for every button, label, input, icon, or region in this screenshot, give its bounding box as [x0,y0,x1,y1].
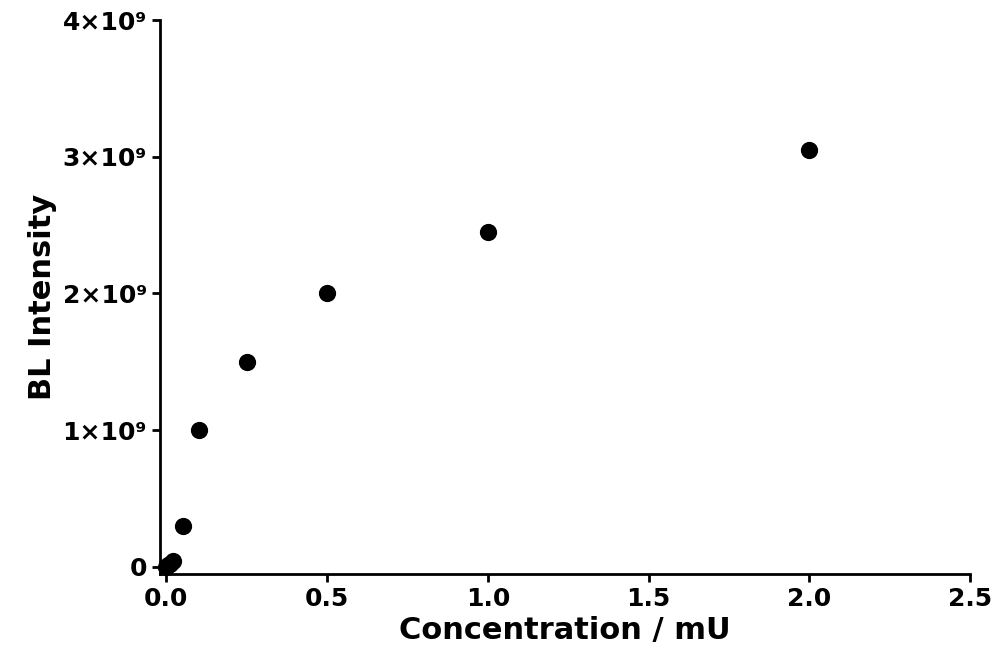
Point [801,145,817,155]
X-axis label: Concentration / mU: Concentration / mU [399,616,731,646]
Point [480,227,496,237]
Point [165,556,181,567]
Point [158,562,174,572]
Point [162,559,178,570]
Point [239,356,255,367]
Y-axis label: BL Intensity: BL Intensity [28,193,57,400]
Point [191,425,207,436]
Point [174,520,190,531]
Point [319,288,335,299]
Point [160,560,176,571]
